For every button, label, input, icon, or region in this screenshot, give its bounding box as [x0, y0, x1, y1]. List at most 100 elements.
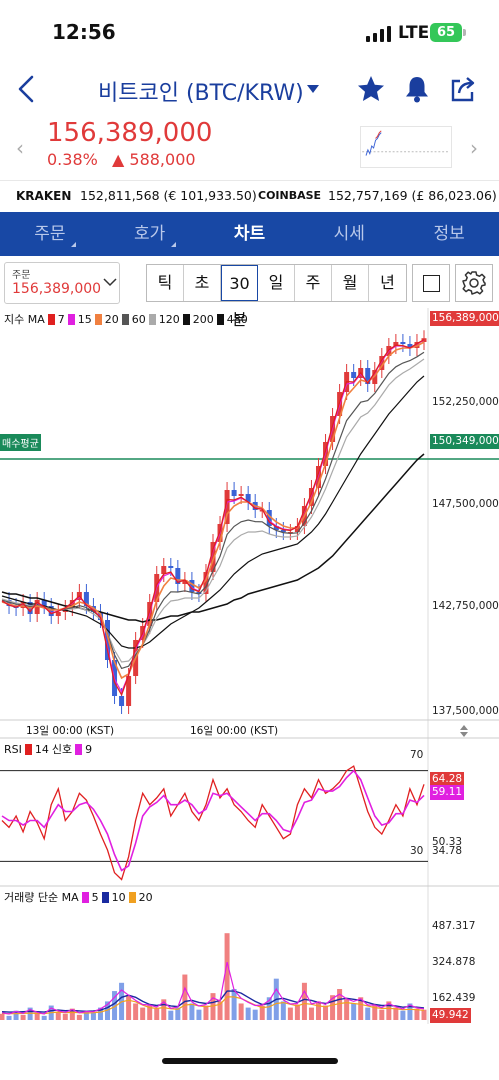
chevron-down-icon[interactable]	[306, 84, 320, 94]
candle	[280, 530, 286, 532]
chevron-left-icon[interactable]: ‹	[16, 136, 24, 160]
settings-button[interactable]	[455, 264, 493, 302]
battery-tip	[463, 29, 466, 36]
status-bar: 12:56 LTE 65	[0, 0, 499, 66]
volume-bar	[168, 1010, 174, 1020]
candle	[266, 510, 272, 526]
volume-bar	[323, 1005, 329, 1020]
volume-bar	[407, 1003, 413, 1020]
tab-orderbook-label: 호가	[134, 224, 166, 244]
candle	[414, 342, 420, 348]
legend-swatch	[121, 313, 129, 325]
volume-ma-10-line	[1, 990, 425, 1013]
chart-canvas[interactable]	[0, 308, 499, 1024]
coinbase-value: 152,757,169 (£ 86,023.06)	[328, 188, 497, 203]
resize-handle-icon[interactable]	[458, 724, 470, 738]
rsi-signal-line	[1, 769, 425, 872]
period-30min[interactable]: 30분	[221, 265, 258, 329]
tab-market[interactable]: 시세	[299, 212, 399, 256]
tab-chart-label: 차트	[233, 224, 266, 244]
battery-icon: 65	[430, 23, 462, 42]
volume-bar	[379, 1009, 385, 1020]
chart-toolbar: 주문 156,389,000 틱 초 30분 일 주 월 년	[0, 256, 499, 329]
candle	[273, 526, 279, 530]
chevron-right-icon[interactable]: ›	[470, 136, 478, 160]
legend-entry: 20	[104, 312, 119, 326]
y-tick-label: 152,250,000	[432, 396, 499, 408]
volume-bar	[358, 997, 364, 1020]
candle	[400, 342, 406, 344]
app-header: 비트코인 (BTC/KRW)	[0, 66, 499, 114]
change-amount: ▲ 588,000	[112, 150, 196, 169]
period-second[interactable]: 초	[184, 265, 221, 301]
volume-bar	[189, 1003, 195, 1020]
ma-legend-label: 지수 MA	[4, 313, 45, 326]
tab-info[interactable]: 정보	[399, 212, 499, 256]
mini-chart[interactable]	[360, 126, 452, 168]
y-tick-label: 137,500,000	[432, 705, 499, 717]
period-month[interactable]: 월	[332, 265, 369, 301]
volume-bar	[308, 1007, 314, 1020]
volume-bar	[140, 1007, 146, 1020]
legend-swatch	[47, 313, 55, 325]
period-day[interactable]: 일	[258, 265, 295, 301]
order-price-select[interactable]: 주문 156,389,000	[4, 262, 120, 304]
period-week[interactable]: 주	[295, 265, 332, 301]
volume-bar	[259, 1005, 265, 1020]
tab-market-label: 시세	[333, 224, 365, 244]
candle	[189, 580, 195, 592]
volume-bar	[231, 989, 237, 1020]
order-select-label: 주문	[12, 270, 31, 281]
tab-chart[interactable]: 차트	[200, 212, 300, 256]
back-icon[interactable]	[14, 74, 40, 104]
tab-order[interactable]: 주문	[0, 212, 100, 256]
volume-bar	[245, 1007, 251, 1020]
page-title[interactable]: 비트코인 (BTC/KRW)	[98, 81, 304, 106]
candle	[119, 696, 125, 706]
volume-bar	[126, 995, 132, 1020]
volume-tick-label: 324.878	[432, 956, 476, 968]
volume-bar	[210, 993, 216, 1020]
ma-200-line	[1, 375, 425, 649]
chart-area[interactable]: 지수 MA 7 15 20 60 120 200 480 156,389,000…	[0, 308, 499, 1024]
volume-bar	[97, 1007, 103, 1020]
bell-icon[interactable]	[402, 74, 432, 104]
legend-swatch	[75, 743, 83, 755]
candle	[168, 566, 174, 568]
volume-bar	[400, 1010, 406, 1020]
volume-bar	[316, 1001, 321, 1020]
period-year[interactable]: 년	[380, 273, 395, 292]
volume-bar	[217, 1001, 223, 1020]
share-icon[interactable]	[448, 74, 478, 104]
star-icon[interactable]	[356, 74, 386, 104]
candle	[182, 580, 188, 584]
candle	[287, 532, 293, 534]
volume-bar	[280, 1001, 286, 1020]
candle	[316, 466, 321, 488]
period-selector: 틱 초 30분 일 주 월 년	[146, 264, 407, 329]
candle	[175, 568, 181, 584]
volume-bar	[147, 1005, 153, 1020]
volume-bar	[344, 999, 350, 1020]
candle	[308, 488, 314, 506]
volume-bar	[154, 1008, 160, 1020]
volume-bar	[34, 1012, 40, 1020]
volume-legend-label: 거래량 단순 MA	[4, 891, 79, 904]
tab-bar: 주문 호가 차트 시세 정보	[0, 212, 499, 256]
candle	[365, 368, 371, 384]
current-price-tag: 156,389,000	[430, 311, 499, 326]
rsi-line	[1, 765, 425, 881]
fullscreen-button[interactable]	[412, 264, 450, 302]
volume-bar	[27, 1007, 33, 1020]
ma-legend: 지수 MA 7 15 20 60 120 200 480	[4, 311, 248, 327]
volume-bar	[0, 1013, 5, 1020]
tab-orderbook[interactable]: 호가	[100, 212, 200, 256]
volume-bar	[330, 995, 336, 1020]
volume-tick-label: 162.439	[432, 992, 476, 1004]
candle	[55, 612, 61, 616]
volume-bar	[372, 1005, 378, 1020]
volume-bar	[252, 1009, 258, 1020]
volume-ma-5-line	[1, 961, 425, 1015]
volume-legend: 거래량 단순 MA 5 10 20	[4, 889, 153, 905]
period-tick[interactable]: 틱	[147, 265, 184, 301]
